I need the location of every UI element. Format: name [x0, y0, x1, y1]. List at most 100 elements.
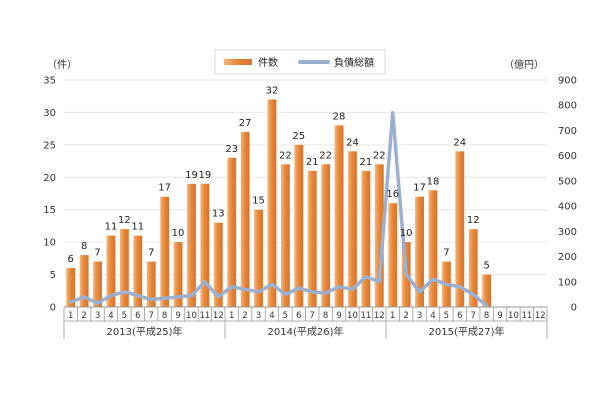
bar-data-label: 15 — [252, 196, 265, 207]
bar-data-label: 11 — [105, 222, 118, 233]
bar-data-label: 18 — [427, 176, 440, 187]
bar-data-label: 12 — [467, 215, 480, 226]
bar-data-label: 28 — [333, 111, 346, 122]
x-axis-month-label: 5 — [283, 311, 288, 321]
x-axis-month-label: 6 — [457, 311, 462, 321]
bar — [240, 131, 250, 307]
legend-label-count: 件数 — [258, 56, 278, 69]
bar — [160, 196, 170, 307]
bar — [106, 235, 116, 307]
x-axis-month-label: 8 — [323, 311, 328, 321]
bar-data-label: 27 — [239, 118, 252, 129]
bar-data-label: 7 — [443, 248, 449, 259]
bar-data-label: 24 — [453, 137, 466, 148]
right-axis-tick-label: 500 — [558, 176, 577, 187]
bar-data-label: 5 — [483, 261, 489, 272]
bar — [280, 164, 290, 307]
x-axis-month-label: 4 — [269, 311, 274, 321]
bar — [187, 183, 196, 307]
x-axis-year-label: 2014(平成26)年 — [268, 325, 344, 338]
bar-data-label: 19 — [199, 170, 212, 181]
x-axis-month-label: 12 — [535, 311, 546, 321]
bar-data-label: 13 — [212, 209, 225, 220]
right-axis-tick-label: 700 — [558, 126, 577, 137]
right-axis-tick-label: 800 — [558, 101, 577, 112]
x-axis-month-label: 7 — [309, 311, 314, 321]
gridlines — [64, 79, 547, 276]
x-axis-month-label: 8 — [484, 311, 489, 321]
right-axis-tick-label: 200 — [558, 252, 577, 263]
bar — [428, 190, 438, 307]
x-axis-month-label: 9 — [175, 311, 180, 321]
x-axis-month-label: 11 — [199, 311, 210, 321]
bar-data-label: 8 — [81, 241, 87, 252]
bar — [468, 229, 478, 307]
x-axis-month-label: 7 — [470, 311, 475, 321]
bar-data-label: 10 — [172, 228, 185, 239]
bar — [227, 157, 237, 307]
bar-data-label: 7 — [148, 248, 154, 259]
bar-data-label: 10 — [400, 228, 413, 239]
x-axis-month-label: 1 — [390, 311, 395, 321]
bar — [307, 170, 317, 307]
left-axis-tick-label: 0 — [50, 303, 56, 314]
x-axis-month-label: 6 — [296, 311, 301, 321]
bar-data-label: 7 — [94, 248, 100, 259]
bar — [455, 151, 465, 307]
x-axis-month-label: 5 — [444, 311, 449, 321]
bar — [93, 261, 102, 307]
bar — [267, 99, 277, 307]
x-axis-month-label: 2 — [81, 311, 86, 321]
legend-label-debt: 負債総額 — [334, 56, 374, 69]
bar-data-label: 11 — [131, 222, 144, 233]
axes: 0510152025303501002003004005006007008009… — [43, 76, 577, 339]
bar-data-label: 21 — [306, 157, 319, 168]
x-axis-month-label: 12 — [374, 311, 385, 321]
bar-data-label: 25 — [292, 131, 305, 142]
left-axis-tick-label: 25 — [43, 140, 56, 151]
legend-swatch-bar — [224, 59, 252, 65]
bar-data-label: 24 — [346, 137, 359, 148]
bar-data-label: 12 — [118, 215, 131, 226]
x-axis-month-label: 1 — [68, 311, 73, 321]
x-axis-month-label: 7 — [148, 311, 153, 321]
x-axis-month-label: 3 — [417, 311, 422, 321]
x-axis-month-label: 3 — [95, 311, 100, 321]
left-axis-unit-label: （件） — [47, 59, 77, 71]
bar — [294, 144, 304, 307]
bar — [79, 255, 89, 307]
right-axis-tick-label: 600 — [558, 151, 577, 162]
bar-data-label: 22 — [373, 150, 386, 161]
x-axis-month-label: 1 — [229, 311, 234, 321]
bar — [146, 261, 156, 307]
legend: 件数 負債総額 — [214, 49, 386, 75]
bar — [173, 242, 183, 307]
x-axis-month-label: 11 — [521, 311, 532, 321]
bar-data-label: 16 — [386, 189, 399, 200]
left-axis-tick-label: 5 — [50, 270, 56, 281]
x-axis-month-label: 10 — [508, 311, 519, 321]
x-axis-month-label: 9 — [336, 311, 341, 321]
bar — [254, 209, 263, 307]
x-axis-year-label: 2015(平成27)年 — [429, 325, 505, 338]
x-axis-month-label: 2 — [403, 311, 408, 321]
bar — [482, 274, 492, 307]
bar — [213, 222, 223, 307]
left-axis-tick-label: 15 — [43, 205, 56, 216]
left-axis-tick-label: 35 — [43, 76, 56, 87]
bar — [200, 183, 210, 307]
right-axis-tick-label: 100 — [558, 277, 577, 288]
left-axis-tick-label: 20 — [43, 173, 56, 184]
bar — [321, 164, 331, 307]
right-axis-tick-label: 300 — [558, 227, 577, 238]
bar-data-label: 6 — [68, 254, 74, 265]
x-axis-month-label: 10 — [186, 311, 197, 321]
right-axis-tick-label: 400 — [558, 202, 577, 213]
left-axis-tick-label: 30 — [43, 108, 56, 119]
bar-data-label: 17 — [158, 183, 171, 194]
x-axis-month-label: 9 — [497, 311, 502, 321]
x-axis-month-label: 2 — [242, 311, 247, 321]
bar-data-label: 19 — [185, 170, 198, 181]
bar — [66, 268, 76, 307]
bar — [133, 235, 143, 307]
